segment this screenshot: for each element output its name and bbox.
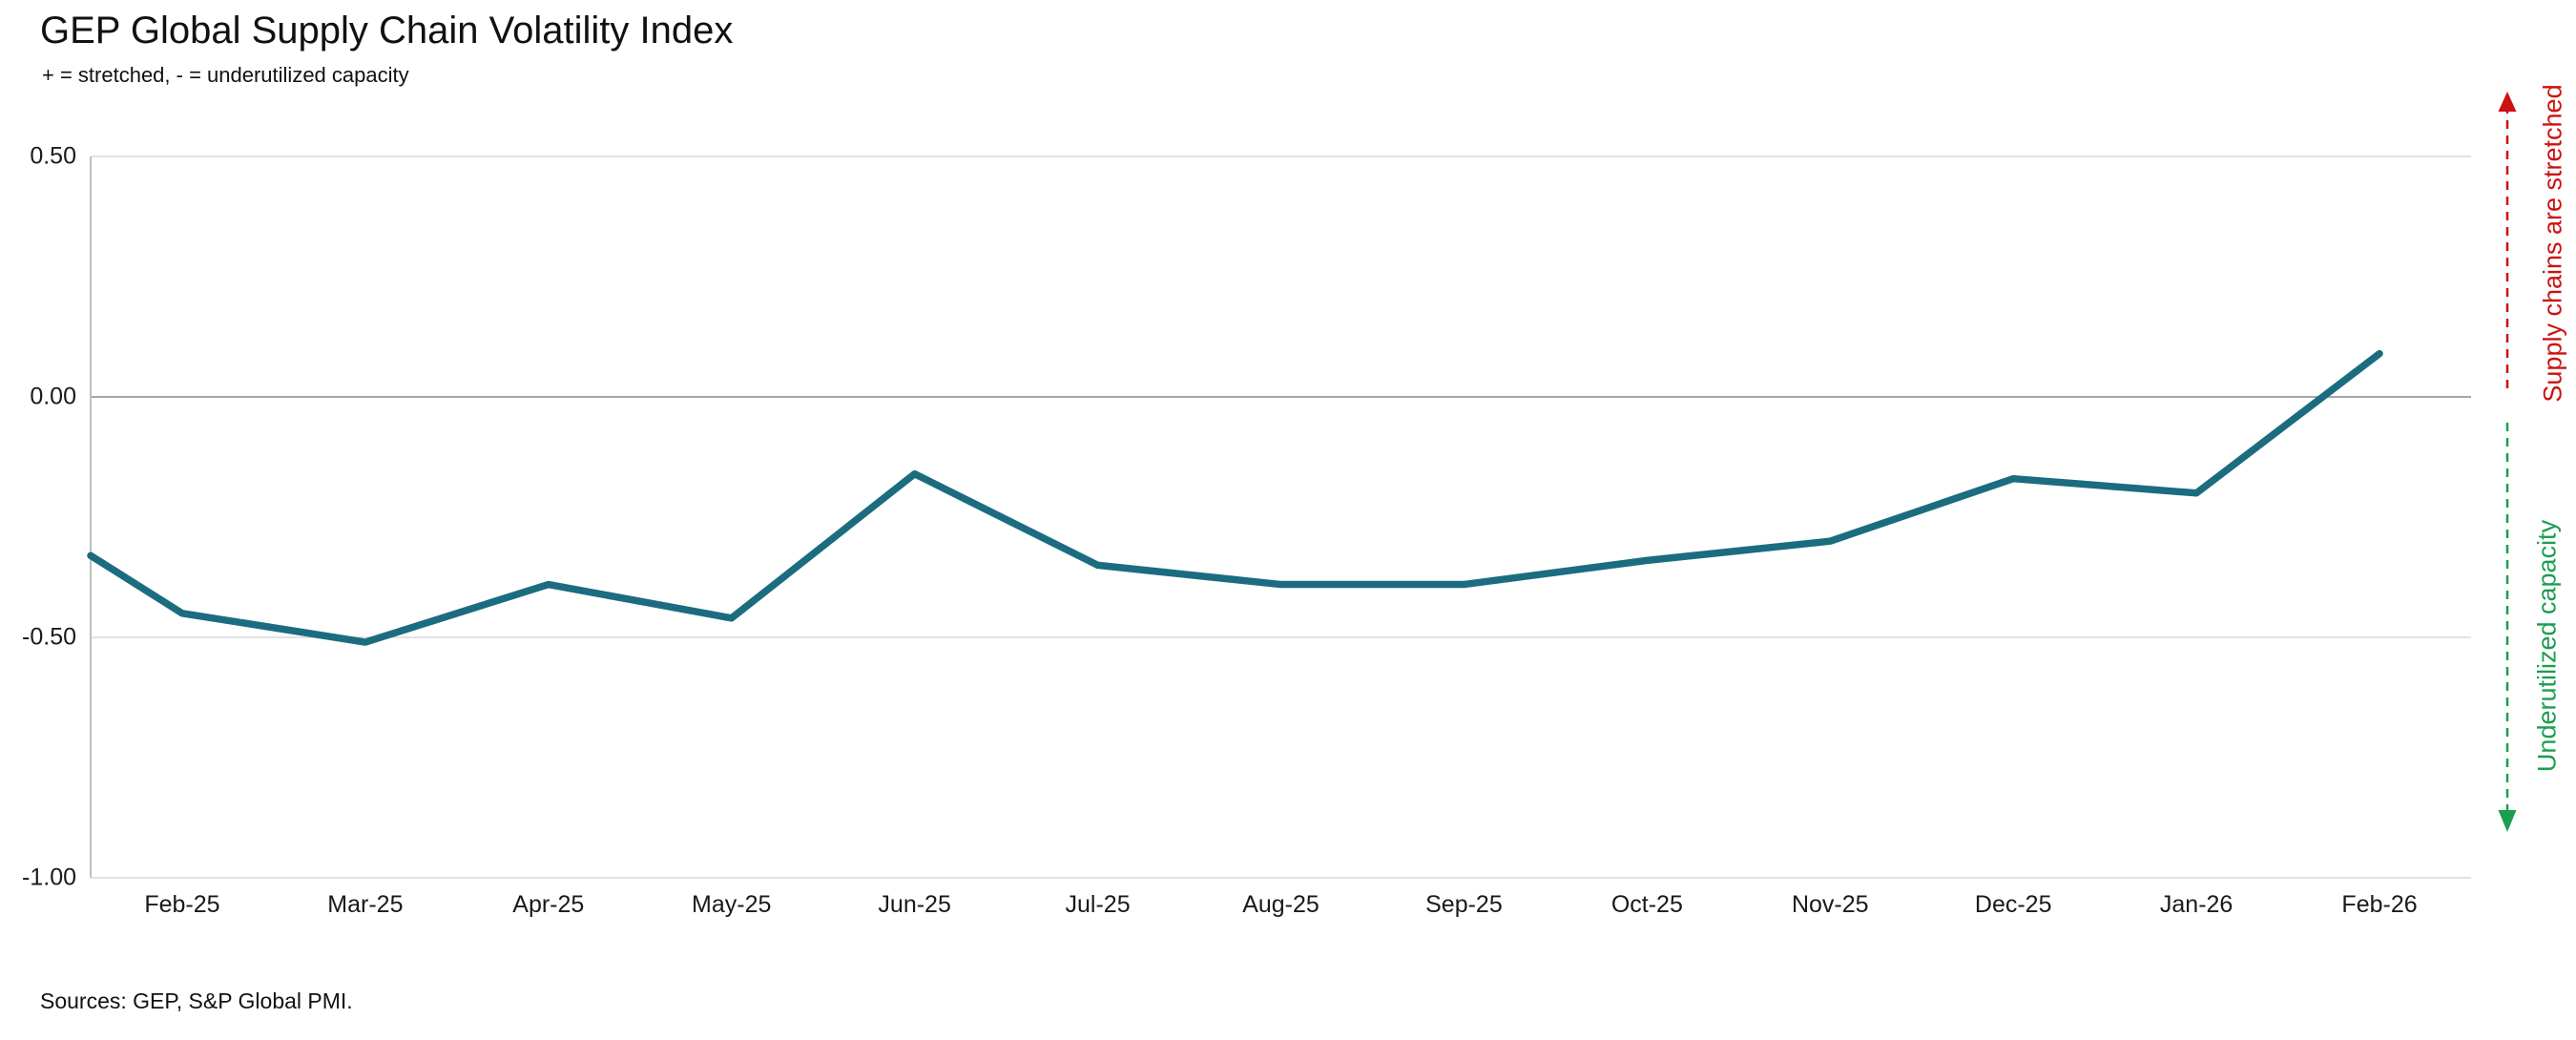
volatility-index-line xyxy=(87,349,2383,646)
y-tick-label: 0.00 xyxy=(30,383,76,410)
x-tick-label: Oct-25 xyxy=(1610,891,1683,918)
x-tick-label: Nov-25 xyxy=(1791,891,1869,918)
x-tick-label: Feb-26 xyxy=(2341,891,2418,918)
chart-subtitle: + = stretched, - = underutilized capacit… xyxy=(42,63,409,87)
x-tick-label: Jun-25 xyxy=(878,891,951,918)
chart-title: GEP Global Supply Chain Volatility Index xyxy=(40,10,734,52)
underutilized-arrowhead-icon xyxy=(2498,810,2517,832)
x-tick-label: Jul-25 xyxy=(1065,891,1131,918)
x-tick-label: Sep-25 xyxy=(1425,891,1503,918)
y-tick-label: -1.00 xyxy=(22,863,76,891)
y-tick-label: 0.50 xyxy=(30,142,76,170)
y-tick-label: -0.50 xyxy=(22,623,76,651)
sources-note: Sources: GEP, S&P Global PMI. xyxy=(40,988,353,1013)
x-tick-label: Dec-25 xyxy=(1974,891,2052,918)
stretched-arrowhead-icon xyxy=(2498,92,2517,112)
x-tick-label: Apr-25 xyxy=(512,891,585,918)
x-tick-label: Mar-25 xyxy=(327,891,404,918)
underutilized-axis-annotation: Underutilized capacity xyxy=(2532,519,2562,773)
x-tick-label: Feb-25 xyxy=(144,891,220,918)
stretched-axis-annotation: Supply chains are stretched xyxy=(2538,84,2567,403)
x-tick-label: May-25 xyxy=(692,891,772,918)
x-tick-label: Aug-25 xyxy=(1242,891,1319,918)
x-tick-label: Jan-26 xyxy=(2159,891,2233,918)
